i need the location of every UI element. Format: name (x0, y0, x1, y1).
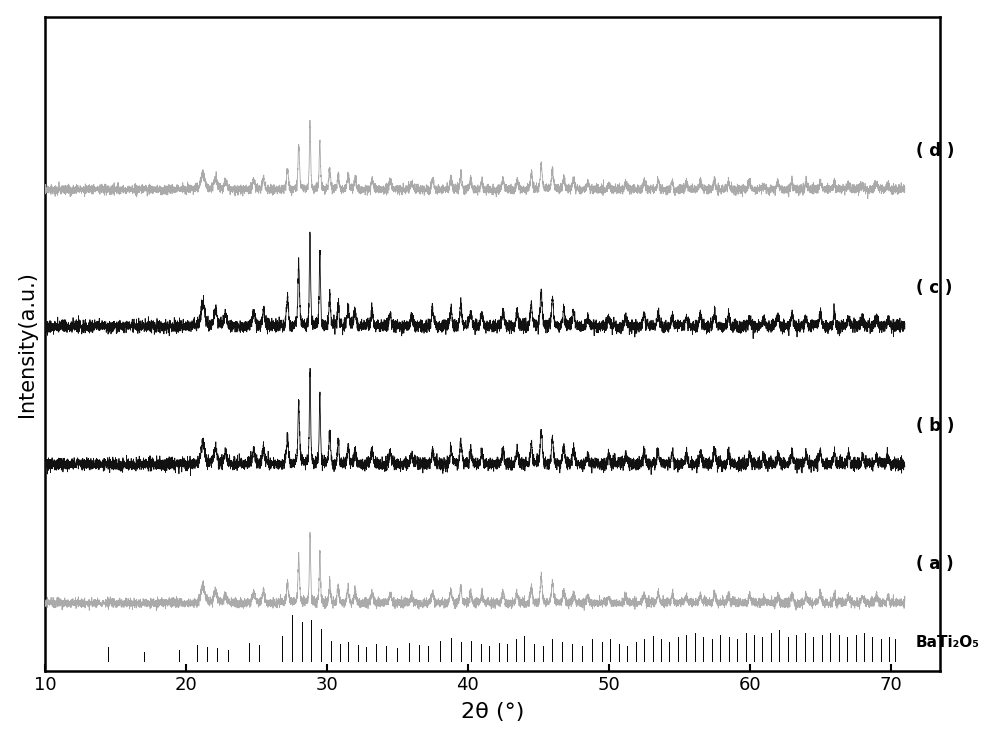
Text: BaTi₂O₅: BaTi₂O₅ (916, 635, 980, 650)
X-axis label: 2θ (°): 2θ (°) (461, 702, 524, 722)
Y-axis label: Intensity(a.u.): Intensity(a.u.) (17, 271, 37, 417)
Text: ( b ): ( b ) (916, 418, 954, 435)
Text: ( a ): ( a ) (916, 555, 954, 573)
Text: ( d ): ( d ) (916, 142, 954, 160)
Text: ( c ): ( c ) (916, 279, 952, 297)
